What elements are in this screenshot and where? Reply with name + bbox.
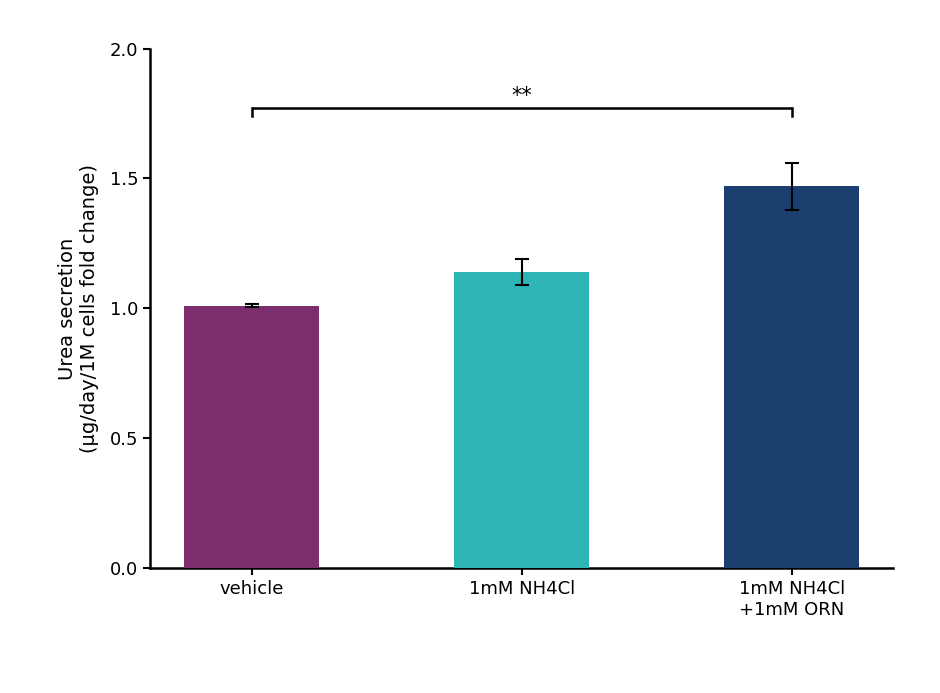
Text: **: ** [511,86,532,105]
Bar [454,272,589,568]
Bar [184,306,320,568]
Y-axis label: Urea secretion
(μg/day/1M cells fold change): Urea secretion (μg/day/1M cells fold cha… [58,164,99,453]
Bar [724,186,859,568]
